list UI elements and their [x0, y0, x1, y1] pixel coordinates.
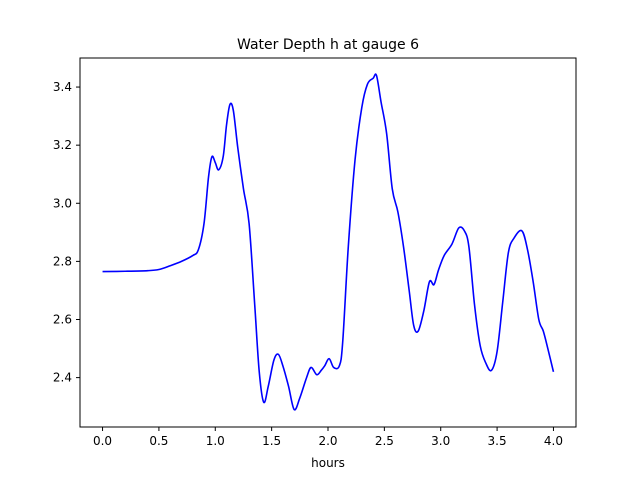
- x-tick-label: 2.0: [318, 434, 337, 448]
- x-axis-label: hours: [311, 456, 345, 470]
- y-tick-label: 3.2: [53, 138, 72, 152]
- x-tick-label: 4.0: [544, 434, 563, 448]
- y-tick-label: 2.4: [53, 371, 72, 385]
- series-line-0: [102, 73, 555, 411]
- y-tick-label: 2.6: [53, 312, 72, 326]
- x-tick-label: 0.5: [149, 434, 168, 448]
- y-tick-label: 3.0: [53, 196, 72, 210]
- x-tick-label: 1.0: [206, 434, 225, 448]
- x-tick-label: 0.0: [93, 434, 112, 448]
- x-tick-label: 1.5: [262, 434, 281, 448]
- x-tick-label: 2.5: [375, 434, 394, 448]
- plot-series-group: [102, 73, 555, 411]
- x-tick-label: 3.5: [488, 434, 507, 448]
- y-axis: 2.4 2.6 2.8 3.0 3.2 3.4: [53, 80, 80, 385]
- x-axis: 0.0 0.5 1.0 1.5 2.0 2.5 3.0 3.5 4.0: [93, 427, 563, 448]
- x-tick-label: 3.0: [431, 434, 450, 448]
- y-tick-label: 3.4: [53, 80, 72, 94]
- chart-title: Water Depth h at gauge 6: [237, 37, 419, 53]
- y-tick-label: 2.8: [53, 254, 72, 268]
